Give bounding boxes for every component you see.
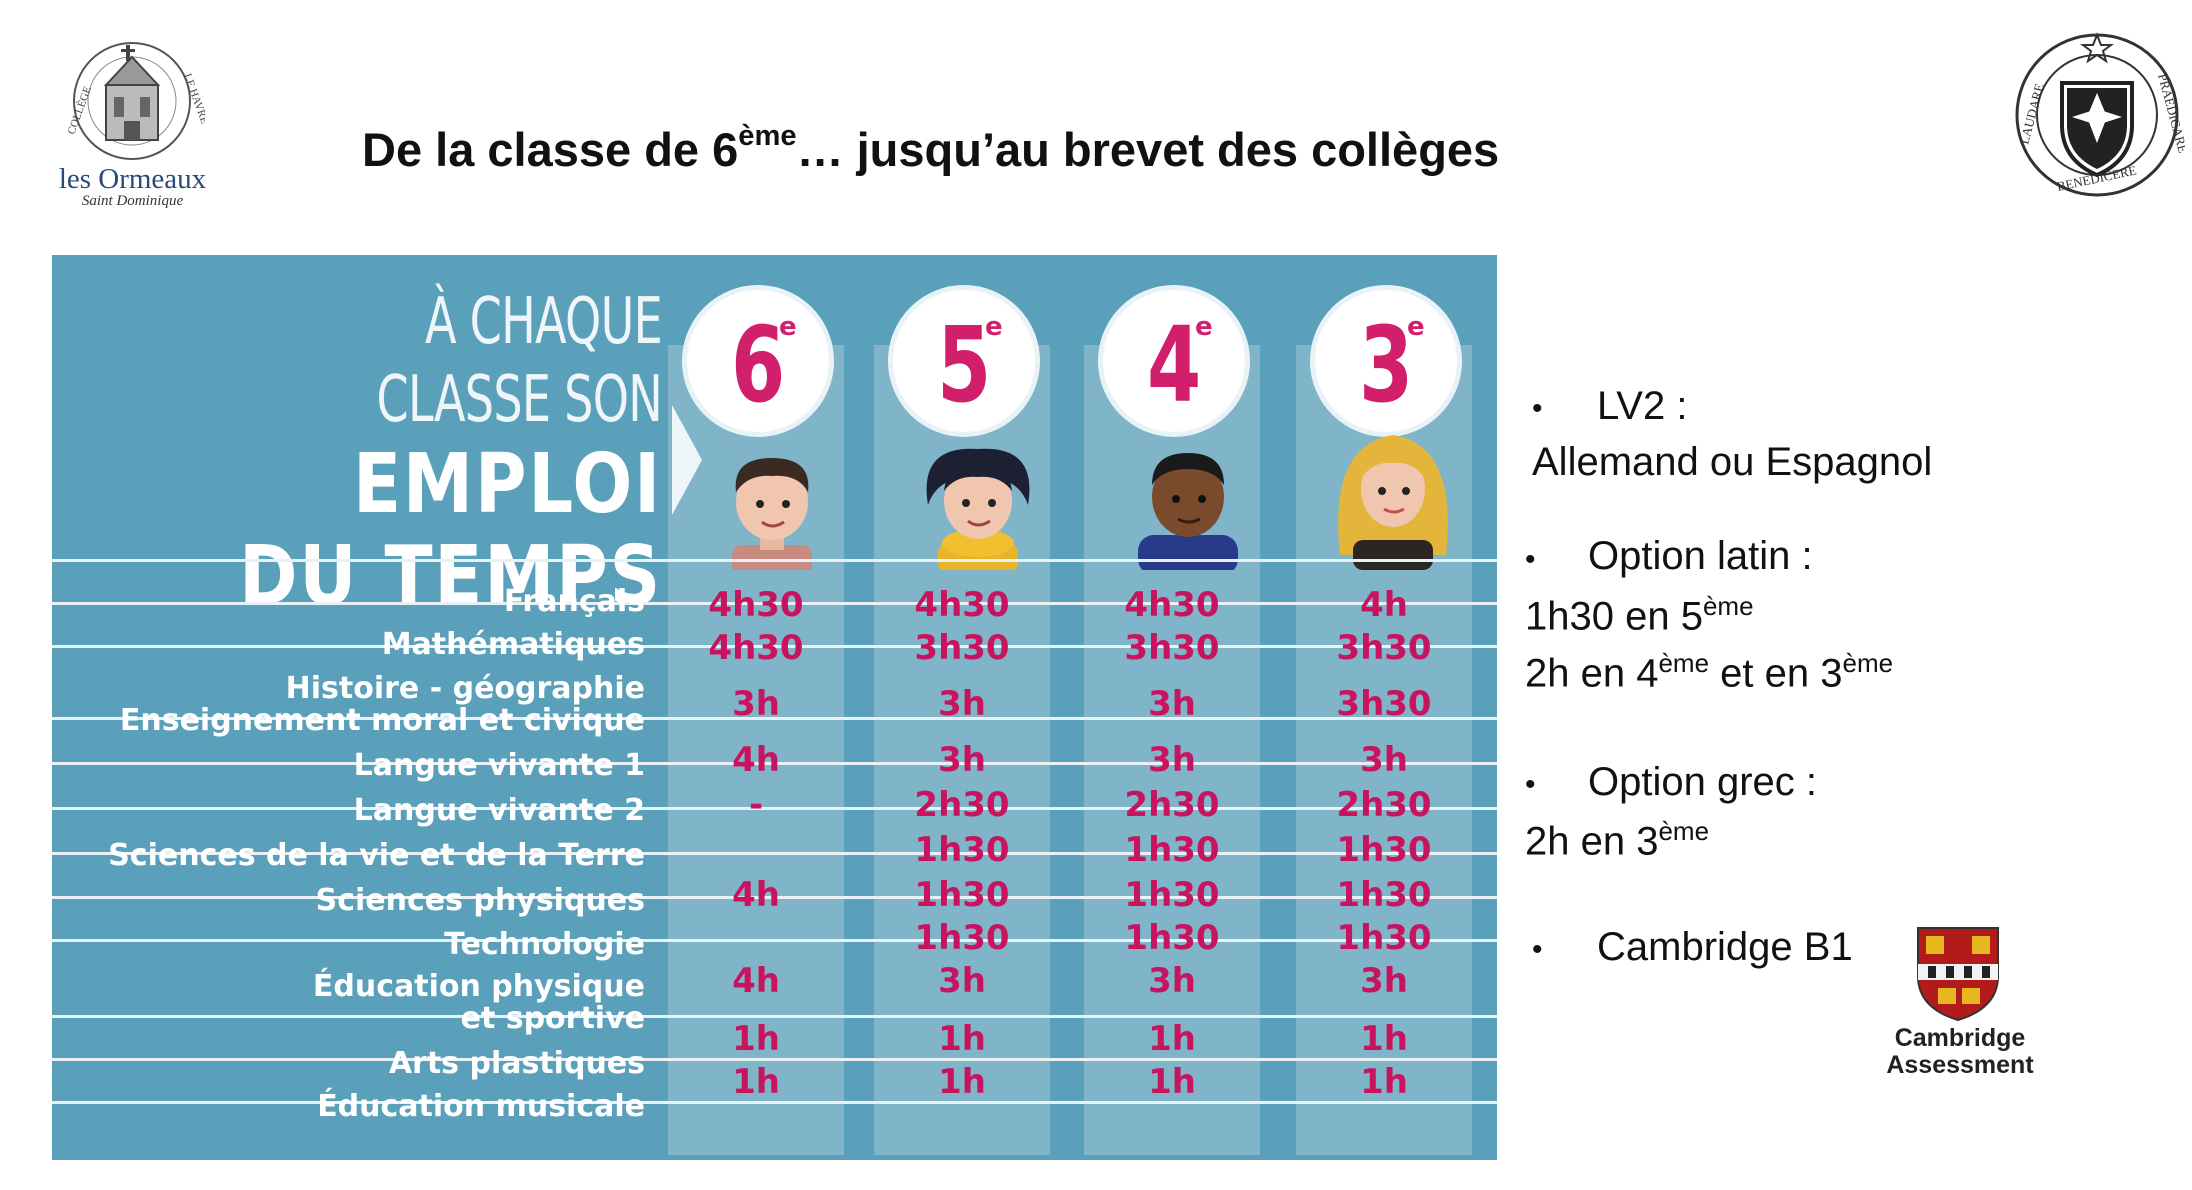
hours-4e: 1h30 [1124, 830, 1220, 870]
hours-4e: 3h30 [1124, 628, 1220, 668]
grec-line: 2h en 3ème [1525, 816, 1710, 864]
hours-4e: 1h [1148, 1019, 1196, 1059]
subject-label: Français [503, 584, 645, 619]
teen-girl-character-icon [1338, 435, 1448, 570]
subject-label: Mathématiques [381, 627, 645, 662]
slogan: À CHAQUE CLASSE SON EMPLOI DU TEMPS [238, 285, 663, 624]
school-subtitle: Saint Dominique [81, 193, 184, 209]
hours-3e: 3h [1360, 740, 1408, 780]
hours-4e: 4h30 [1124, 585, 1220, 625]
hours-5e: 2h30 [914, 785, 1010, 825]
subject-label: Sciences de la vie et de la Terre [108, 838, 645, 873]
subject-label: Langue vivante 1 [353, 748, 645, 783]
hours-5e: 3h [938, 961, 986, 1001]
hours-6e-arts: 1h [732, 1019, 780, 1059]
hours-5e: 3h [938, 740, 986, 780]
hours-3e: 2h30 [1336, 785, 1432, 825]
subject-label: Arts plastiques [388, 1046, 645, 1081]
page-title: De la classe de 6ème… jusqu’au brevet de… [362, 119, 1500, 176]
hours-4e: 1h30 [1124, 875, 1220, 915]
hours-6e-maths: 4h30 [708, 628, 804, 668]
dominican-cross-icon: LAUDARE PRAEDICARE BENEDICERE [2015, 32, 2191, 197]
hours-6e-lv2: - [748, 785, 764, 825]
latin-line-1: 1h30 en 5ème [1525, 591, 1754, 639]
hours-4e: 1h [1148, 1062, 1196, 1102]
lv2-value: Allemand ou Espagnol [1532, 440, 1933, 484]
girl-character-icon [926, 448, 1030, 570]
hours-5e: 1h30 [914, 875, 1010, 915]
cambridge-logo-text: Cambridge Assessment [1886, 1024, 2034, 1079]
cambridge-shield-icon [1917, 927, 1999, 1022]
subject-label: Sciences physiques [315, 883, 645, 918]
bullet: • [1532, 933, 1543, 966]
hours-5e: 1h [938, 1019, 986, 1059]
subject-label: Histoire - géographie Enseignement moral … [119, 671, 645, 738]
hours-5e: 1h30 [914, 830, 1010, 870]
subject-label: Éducation musicale [317, 1089, 645, 1124]
svg-text:LE HAVRE: LE HAVRE [181, 72, 205, 126]
boy-character-icon [732, 458, 812, 570]
latin-line-2: 2h en 4ème et en 3ème [1525, 648, 1894, 696]
hours-4e: 1h30 [1124, 918, 1220, 958]
hours-6e-histoire: 3h [732, 684, 780, 724]
hours-5e: 1h30 [914, 918, 1010, 958]
hours-4e: 2h30 [1124, 785, 1220, 825]
hours-6e-eps: 4h [732, 961, 780, 1001]
hours-4e: 3h [1148, 961, 1196, 1001]
bullet: • [1525, 768, 1536, 801]
arrow-right-icon [672, 405, 702, 515]
hours-3e: 1h30 [1336, 918, 1432, 958]
hours-3e: 3h30 [1336, 684, 1432, 724]
hours-3e: 1h [1360, 1062, 1408, 1102]
chapel-emblem-icon: COLLÈGE LE HAVRE [66, 42, 205, 160]
subject-label: Langue vivante 2 [353, 793, 645, 828]
subject-label: Éducation physique et sportive [312, 969, 645, 1036]
hours-3e: 4h [1360, 585, 1408, 625]
subject-label: Technologie [444, 927, 645, 962]
hours-4e: 3h [1148, 740, 1196, 780]
hours-3e: 1h30 [1336, 875, 1432, 915]
hours-5e: 3h [938, 684, 986, 724]
teen-boy-character-icon [1138, 453, 1238, 570]
cambridge-label: Cambridge B1 [1597, 925, 1853, 969]
hours-3e: 3h [1360, 961, 1408, 1001]
hours-4e: 3h [1148, 684, 1196, 724]
dominican-seal-logo: LAUDARE PRAEDICARE BENEDICERE [2010, 25, 2191, 200]
hours-6e-francais: 4h30 [708, 585, 804, 625]
hours-5e: 1h [938, 1062, 986, 1102]
lv2-title: LV2 : [1597, 384, 1688, 428]
hours-3e: 3h30 [1336, 628, 1432, 668]
hours-5e: 4h30 [914, 585, 1010, 625]
hours-6e-lv1: 4h [732, 740, 780, 780]
hours-3e: 1h [1360, 1019, 1408, 1059]
hours-5e: 3h30 [914, 628, 1010, 668]
latin-title: Option latin : [1588, 534, 1813, 578]
bullet: • [1532, 392, 1543, 425]
school-name: les Ormeaux [58, 163, 207, 195]
school-logo: COLLÈGE LE HAVRE les Ormeaux Saint Domin… [50, 35, 215, 220]
hours-6e-sciences: 4h [732, 875, 780, 915]
hours-3e: 1h30 [1336, 830, 1432, 870]
grec-title: Option grec : [1588, 760, 1818, 804]
hours-6e-musique: 1h [732, 1062, 780, 1102]
bullet: • [1525, 543, 1536, 576]
